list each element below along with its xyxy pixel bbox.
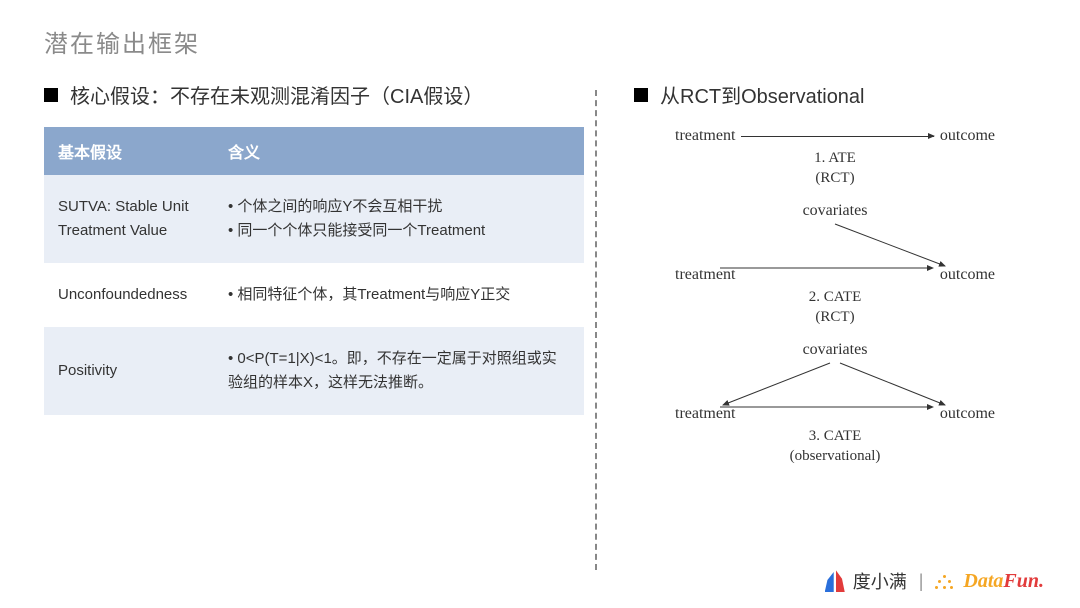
causal-diagram: treatment outcome 1. ATE (RCT) covariate… bbox=[634, 127, 1036, 476]
content-area: 核心假设：不存在未观测混淆因子（CIA假设） 基本假设 含义 SUTVA: St… bbox=[44, 80, 1036, 476]
brand-separator: | bbox=[919, 571, 924, 592]
slide-title: 潜在输出框架 bbox=[44, 24, 200, 59]
caption-cate-rct: 2. CATE (RCT) bbox=[675, 288, 995, 327]
bullet-square-icon bbox=[634, 88, 648, 102]
diagram-arrows-icon bbox=[675, 222, 995, 272]
diagram-block-ate: treatment outcome 1. ATE (RCT) bbox=[675, 127, 995, 198]
node-outcome: outcome bbox=[940, 127, 995, 145]
assumption-meaning: 0<P(T=1|X)<1。即，不存在一定属于对照组或实验组的样本X，这样无法推断… bbox=[214, 327, 584, 415]
assumption-name: SUTVA: Stable Unit Treatment Value bbox=[44, 175, 214, 263]
left-column: 核心假设：不存在未观测混淆因子（CIA假设） 基本假设 含义 SUTVA: St… bbox=[44, 80, 604, 476]
assumption-name: Positivity bbox=[44, 327, 214, 415]
assumption-meaning: 个体之间的响应Y不会互相干扰 同一个个体只能接受同一个Treatment bbox=[214, 175, 584, 263]
duxiaoman-text: 度小满 bbox=[853, 568, 907, 594]
right-heading: 从RCT到Observational bbox=[634, 80, 1036, 109]
assumption-name: Unconfoundedness bbox=[44, 263, 214, 327]
table-header-col1: 基本假设 bbox=[44, 127, 214, 175]
node-covariates: covariates bbox=[675, 341, 995, 359]
node-treatment: treatment bbox=[675, 127, 735, 145]
caption-cate-obs: 3. CATE (observational) bbox=[675, 427, 995, 466]
table-row: Positivity 0<P(T=1|X)<1。即，不存在一定属于对照组或实验组… bbox=[44, 327, 584, 415]
assumption-meaning: 相同特征个体，其Treatment与响应Y正交 bbox=[214, 263, 584, 327]
node-covariates: covariates bbox=[675, 202, 995, 220]
datafun-logo-text: DataFun. bbox=[963, 570, 1044, 593]
node-treatment: treatment bbox=[675, 405, 735, 423]
right-heading-text: 从RCT到Observational bbox=[660, 80, 865, 109]
node-outcome: outcome bbox=[940, 405, 995, 423]
arrow-icon bbox=[741, 136, 933, 137]
footer-brands: 度小满 | DataFun. bbox=[825, 568, 1044, 594]
caption-ate: 1. ATE (RCT) bbox=[675, 149, 995, 188]
table-row: Unconfoundedness 相同特征个体，其Treatment与响应Y正交 bbox=[44, 263, 584, 327]
datafun-dots-icon bbox=[935, 574, 953, 592]
left-heading-text: 核心假设：不存在未观测混淆因子（CIA假设） bbox=[70, 80, 483, 109]
diagram-block-cate-obs: covariates treatment outcome bbox=[675, 341, 995, 476]
duxiaoman-logo-icon bbox=[825, 570, 845, 592]
table-row: SUTVA: Stable Unit Treatment Value 个体之间的… bbox=[44, 175, 584, 263]
right-column: 从RCT到Observational treatment outcome 1. … bbox=[604, 80, 1036, 476]
left-heading: 核心假设：不存在未观测混淆因子（CIA假设） bbox=[44, 80, 584, 109]
table-header-col2: 含义 bbox=[214, 127, 584, 175]
bullet-square-icon bbox=[44, 88, 58, 102]
diagram-arrows-icon bbox=[675, 361, 995, 411]
node-treatment: treatment bbox=[675, 266, 735, 284]
diagram-block-cate-rct: covariates treatment outcome bbox=[675, 202, 995, 337]
node-outcome: outcome bbox=[940, 266, 995, 284]
assumptions-table: 基本假设 含义 SUTVA: Stable Unit Treatment Val… bbox=[44, 127, 584, 415]
